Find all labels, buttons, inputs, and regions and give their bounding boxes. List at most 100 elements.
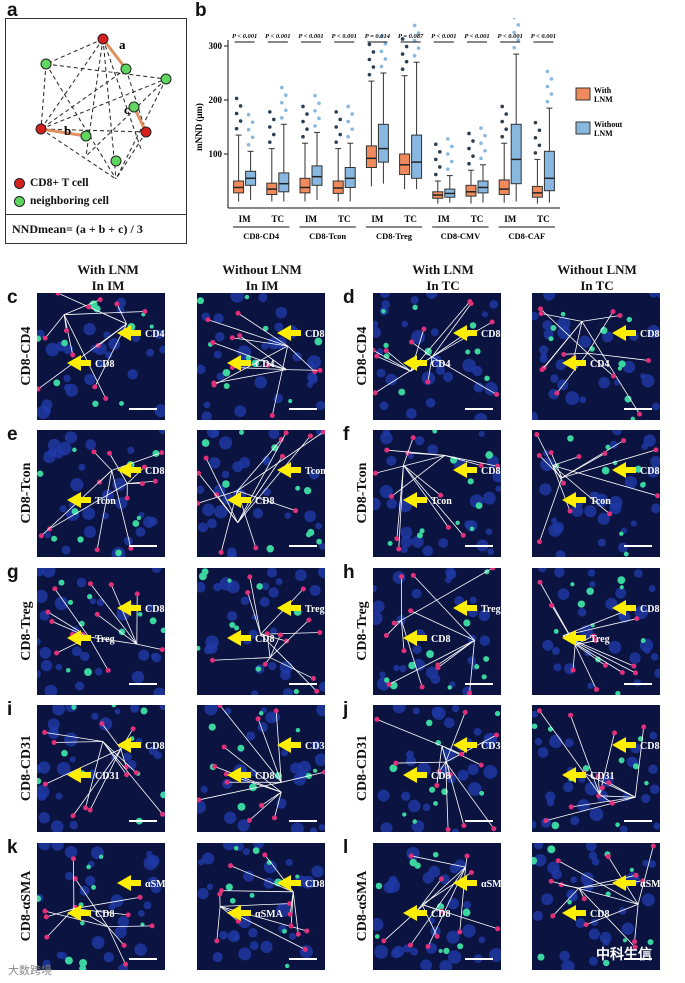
nnd-line	[213, 369, 287, 384]
cd8-cell	[495, 926, 501, 932]
marker-label: CD31	[95, 771, 119, 782]
panel-label-e: e	[7, 424, 18, 445]
cd8-cell	[320, 430, 325, 435]
marker-label: CD8	[95, 909, 114, 920]
neighbor-cell	[87, 593, 93, 600]
nucleus	[143, 901, 152, 910]
marker-label: CD8	[305, 329, 324, 340]
neighbor-cell	[227, 578, 232, 583]
nucleus	[318, 542, 325, 550]
cd8-cell	[262, 852, 268, 858]
cd8-cell	[317, 630, 323, 636]
nucleus	[159, 345, 165, 354]
neighbor-cell	[457, 943, 464, 950]
nucleus	[495, 485, 501, 492]
nucleus	[588, 928, 600, 940]
nucleus	[37, 670, 41, 678]
watermark-right: 中科生信	[596, 946, 652, 962]
nnd-line	[395, 761, 446, 764]
nucleus	[640, 373, 647, 380]
neighbor-cell	[634, 465, 642, 473]
cd8-cell	[581, 896, 587, 902]
nucleus	[137, 910, 145, 917]
marker-label: CD8	[640, 466, 659, 477]
nnd-line	[221, 890, 294, 893]
neighbor-cell	[77, 536, 84, 543]
neighbor-cell	[99, 854, 104, 859]
cd8-cell	[94, 611, 100, 617]
nnd-line	[73, 896, 141, 910]
nnd-line	[237, 456, 283, 523]
cd8-cell	[399, 574, 405, 580]
nucleus	[202, 852, 215, 865]
nucleus	[261, 343, 269, 351]
nucleus	[240, 596, 250, 605]
p-value-label: P < 0.001	[298, 33, 323, 40]
nucleus	[650, 503, 660, 514]
nucleus	[275, 578, 283, 586]
outlier-point	[434, 157, 438, 162]
outlier-point	[446, 167, 450, 171]
outlier-point	[504, 127, 509, 131]
yellow-arrow-icon	[277, 737, 301, 753]
nnd-line	[441, 745, 462, 755]
nucleus	[469, 596, 477, 604]
cd8-cell	[491, 826, 497, 832]
neighbor-cell	[629, 867, 634, 872]
nnd-line	[396, 465, 404, 539]
nnd-line	[120, 748, 127, 767]
outlier-point	[268, 110, 272, 114]
outlier-point	[371, 65, 376, 69]
neighbor-cell	[140, 707, 148, 715]
neighbor-cell	[567, 899, 572, 905]
nucleus	[615, 587, 627, 599]
nucleus	[262, 487, 271, 497]
neighbor-cell	[118, 628, 126, 636]
nucleus	[432, 706, 446, 720]
nucleus	[550, 374, 559, 383]
nucleus	[284, 512, 292, 519]
nnd-line	[431, 321, 493, 358]
nnd-line	[46, 908, 75, 918]
yellow-arrow-icon	[227, 630, 251, 646]
nnd-line	[634, 726, 645, 798]
nnd-line	[107, 926, 125, 946]
nucleus	[130, 705, 140, 713]
nucleus	[648, 860, 657, 868]
micrograph-tile: Tcon CD8	[37, 430, 165, 557]
cd8-cell	[141, 464, 147, 470]
cd8-cell	[42, 781, 48, 787]
y-tick-label: 200	[209, 95, 223, 105]
legend-neighbor-label: neighboring cell	[30, 195, 109, 207]
cd8-cell	[149, 923, 155, 929]
micrograph-tile: CD4 CD8	[197, 293, 325, 420]
nucleus	[37, 638, 41, 646]
cd8-cell	[461, 823, 467, 829]
nnd-line	[64, 299, 101, 316]
nucleus	[400, 535, 413, 548]
cd8-cell	[610, 309, 616, 315]
nucleus	[126, 760, 137, 770]
nnd-line	[260, 632, 320, 635]
cd8-cell	[300, 586, 306, 592]
neighbor-cell	[225, 883, 233, 891]
cd8-cell	[632, 939, 638, 945]
neighbor-cell	[263, 325, 269, 332]
outlier-point	[471, 154, 475, 158]
box	[411, 134, 423, 179]
nnd-line	[599, 732, 615, 795]
outlier-point	[334, 125, 338, 129]
nnd-line	[411, 341, 433, 358]
row-label: CD8-Tcon	[355, 462, 370, 524]
nucleus	[532, 312, 539, 321]
panel-label-a: a	[7, 0, 18, 21]
nucleus	[411, 588, 422, 599]
nucleus	[65, 871, 74, 881]
nucleus	[54, 596, 69, 611]
yellow-arrow-icon	[403, 905, 427, 921]
nucleus	[201, 411, 212, 420]
outlier-point	[305, 127, 309, 131]
nnd-line	[214, 766, 282, 793]
nucleus	[427, 444, 438, 456]
box	[299, 177, 311, 194]
